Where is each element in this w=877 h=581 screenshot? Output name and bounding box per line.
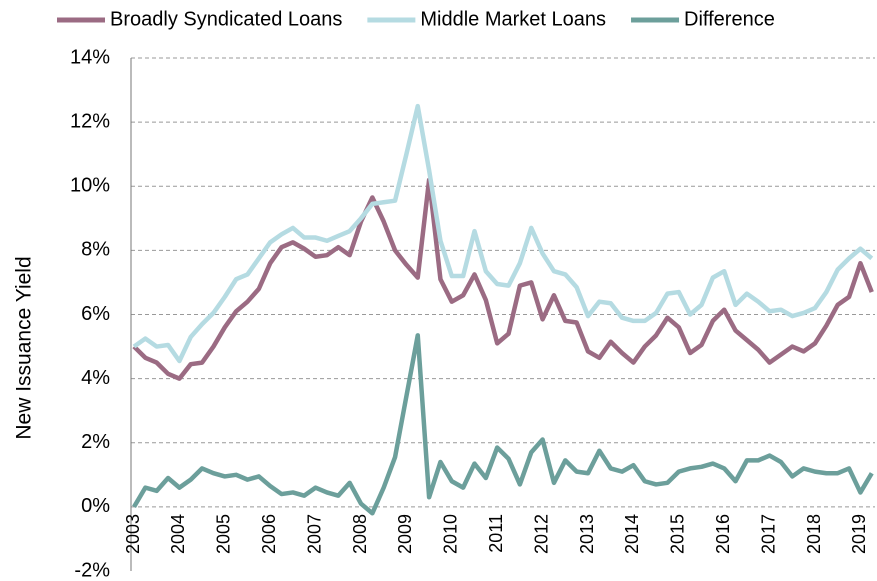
- x-tick-label: 2013: [577, 514, 597, 554]
- y-tick-label: 0%: [81, 495, 110, 517]
- y-tick-label: 2%: [81, 431, 110, 453]
- series-line: [132, 103, 874, 364]
- series-line: [132, 177, 874, 381]
- y-tick-label: 4%: [81, 367, 110, 389]
- legend-label: Difference: [684, 8, 775, 30]
- x-tick-label: 2018: [804, 514, 824, 554]
- x-tick-label: 2012: [531, 514, 551, 554]
- x-tick-label: 2014: [622, 514, 642, 554]
- y-tick-label: 8%: [81, 239, 110, 261]
- series-line: [132, 333, 874, 516]
- x-tick-label: 2003: [123, 514, 143, 554]
- x-tick-label: 2004: [168, 514, 188, 554]
- x-tick-label: 2009: [395, 514, 415, 554]
- x-tick-label: 2017: [758, 514, 778, 554]
- x-tick-label: 2015: [668, 514, 688, 554]
- x-tick-label: 2005: [214, 514, 234, 554]
- y-tick-label: 14%: [70, 46, 110, 68]
- y-tick-label: -2%: [74, 559, 110, 581]
- x-tick-label: 2006: [259, 514, 279, 554]
- y-tick-label: 10%: [70, 175, 110, 197]
- x-tick-label: 2019: [849, 514, 869, 554]
- legend-label: Broadly Syndicated Loans: [110, 8, 342, 30]
- x-tick-label: 2016: [713, 514, 733, 554]
- x-tick-label: 2008: [350, 514, 370, 554]
- x-tick-label: 2010: [441, 514, 461, 554]
- x-tick-label: 2011: [486, 514, 506, 553]
- y-tick-label: 12%: [70, 110, 110, 132]
- y-tick-label: 6%: [81, 303, 110, 325]
- legend-label: Middle Market Loans: [420, 8, 606, 30]
- x-tick-label: 2007: [304, 514, 324, 554]
- y-axis-title: New Issuance Yield: [13, 256, 36, 439]
